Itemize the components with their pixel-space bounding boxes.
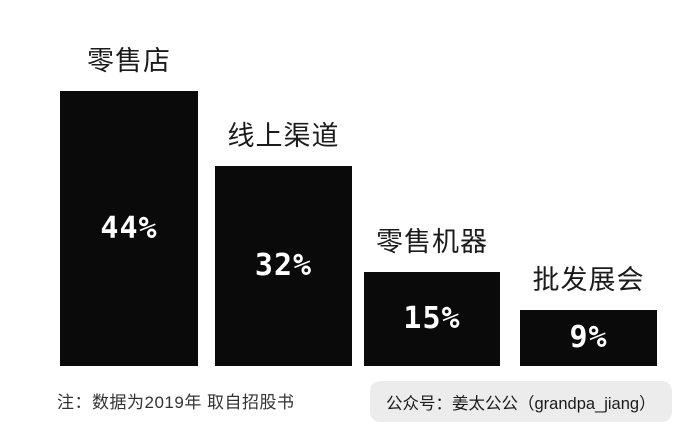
wechat-account-badge: 公众号：姜太公公（grandpa_jiang） — [370, 381, 672, 422]
bar-category-label: 零售机器 — [376, 226, 488, 257]
bar-3: 15% — [364, 272, 500, 366]
bar-1: 44% — [60, 91, 198, 366]
bar-category-label: 零售店 — [87, 45, 171, 76]
bar-value-label: 32% — [254, 248, 313, 283]
bar-2: 32% — [215, 166, 352, 366]
bar-category-label: 线上渠道 — [227, 120, 340, 151]
bar-value-label: 15% — [403, 301, 461, 336]
bar-value-label: 44% — [100, 210, 158, 246]
chart-footnote: 注：数据为2019年 取自招股书 — [57, 393, 295, 412]
bar-4: 9% — [520, 310, 657, 366]
bar-value-label: 9% — [569, 320, 608, 355]
bar-category-label: 批发展会 — [532, 264, 645, 295]
